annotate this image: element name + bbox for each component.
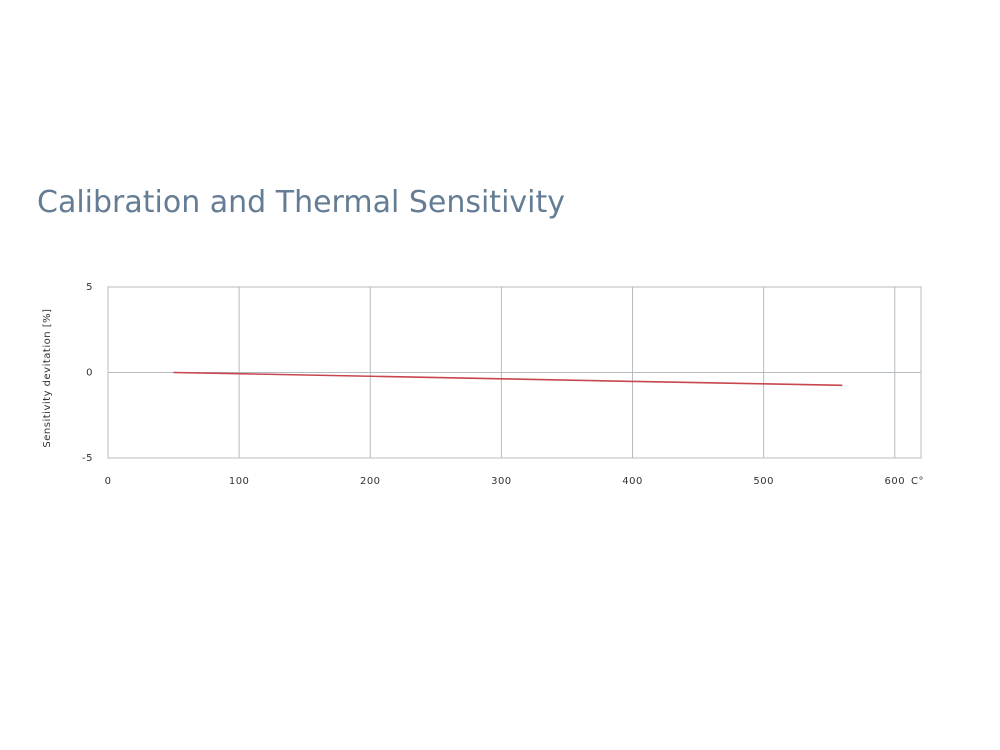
x-unit-label: C° (911, 476, 924, 487)
y-tick-label: 0 (86, 368, 93, 379)
y-tick-label: -5 (82, 453, 93, 464)
y-tick-label: 5 (86, 282, 93, 293)
x-tick-label: 600 (884, 476, 905, 487)
y-axis-label: Sensitivity devitation [%] (42, 308, 53, 447)
x-tick-label: 300 (491, 476, 512, 487)
x-tick-label: 500 (753, 476, 774, 487)
x-tick-label: 200 (360, 476, 381, 487)
x-tick-label: 100 (229, 476, 250, 487)
x-tick-label: 0 (105, 476, 112, 487)
chart-title: Calibration and Thermal Sensitivity (37, 185, 565, 220)
x-tick-label: 400 (622, 476, 643, 487)
data-line (173, 371, 843, 387)
